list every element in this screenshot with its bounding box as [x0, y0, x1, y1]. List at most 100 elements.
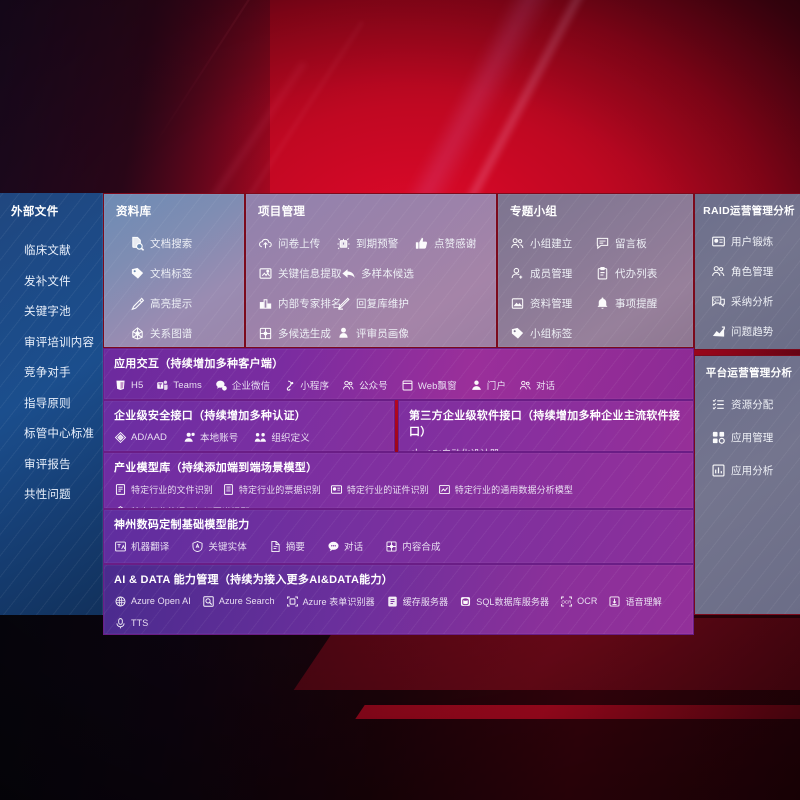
item-group-tag[interactable]: 小组标签	[510, 318, 595, 347]
third-party-items: API自动化设计器	[409, 442, 693, 451]
item-id-card-recognition[interactable]: 特定行业的证件识别	[330, 478, 429, 500]
item-archive-manage[interactable]: 资料管理	[510, 288, 595, 318]
sidebar-item-common-issues[interactable]: 共性问题	[24, 489, 71, 501]
grid-generate-icon	[258, 326, 273, 341]
item-document-tag[interactable]: 文档标签	[116, 258, 244, 288]
item-sql-database-server[interactable]: SQL数据库服务器	[459, 590, 549, 612]
item-invoice-recognition[interactable]: 特定行业的票据识别	[222, 478, 321, 500]
item-label: Azure Search	[218, 596, 275, 606]
item-adoption-analysis[interactable]: QA 采纳分析	[695, 286, 800, 316]
band-title-industry-model-library: 产业模型库（持续添加端到端场景模型）	[114, 462, 318, 474]
sidebar-title: 外部文件	[11, 206, 59, 218]
item-questionnaire-upload[interactable]: 问卷上传	[258, 228, 336, 258]
item-user-training[interactable]: 用户锻炼	[695, 226, 800, 256]
item-application-management[interactable]: 应用管理	[695, 421, 800, 454]
svg-text:OCR: OCR	[562, 599, 572, 604]
item-relation-graph[interactable]: 关系图谱	[116, 318, 244, 347]
item-file-recognition[interactable]: 特定行业的文件识别	[114, 478, 213, 500]
item-group-create[interactable]: 小组建立	[510, 228, 595, 258]
item-label: 留言板	[615, 237, 647, 250]
capability-bands: 应用交互（持续增加多种客户端） H5 Teams 企业微信	[103, 348, 694, 635]
card-title-resource-library: 资料库	[116, 206, 152, 218]
item-label: 本地账号	[199, 433, 239, 444]
item-label: 特定行业的通用数据分析模型	[454, 484, 574, 495]
item-dialog-model[interactable]: 对话	[327, 535, 363, 557]
item-summary[interactable]: 摘要	[269, 535, 305, 557]
item-label: TTS	[131, 618, 149, 628]
item-multi-sample-candidate[interactable]: 多样本候选	[341, 258, 419, 288]
item-document-search[interactable]: 文档搜索	[116, 228, 244, 258]
item-todo-list[interactable]: 代办列表	[595, 258, 680, 288]
bar-ranking-icon	[258, 296, 273, 311]
item-api-designer[interactable]: API自动化设计器	[409, 442, 499, 451]
item-ad-aad[interactable]: AD/AAD	[114, 426, 167, 448]
sidebar-item-keyword-pool[interactable]: 关键字池	[24, 306, 71, 318]
item-reply-library-maintain[interactable]: 回复库维护	[336, 288, 419, 318]
card-platform-analysis: 平台运营管理分析 资源分配 应用管理 应用分析	[694, 355, 800, 615]
summary-icon	[269, 540, 282, 553]
item-machine-translation[interactable]: 机器翻译	[114, 535, 169, 557]
app-grid-icon	[711, 430, 726, 445]
item-issue-trend[interactable]: 问题趋势	[695, 316, 800, 346]
sidebar-item-competitors[interactable]: 竞争对手	[24, 367, 71, 379]
item-organization-definition[interactable]: 组织定义	[254, 426, 310, 448]
item-label: 资料管理	[530, 297, 573, 310]
item-member-manage[interactable]: 成员管理	[510, 258, 595, 288]
item-application-analysis[interactable]: 应用分析	[695, 454, 800, 487]
item-label: Web飘窗	[417, 381, 457, 392]
ai-data-items: Azure Open AI Azure Search Azure 表单识别器	[114, 590, 693, 634]
item-internal-expert-ranking[interactable]: 内部专家排名	[258, 288, 342, 318]
item-dialog[interactable]: 对话	[519, 374, 555, 396]
item-highlight-hint[interactable]: 高亮提示	[116, 288, 244, 318]
item-like-thanks[interactable]: 点赞感谢	[414, 228, 492, 258]
item-speech-understanding[interactable]: 语音理解	[608, 590, 662, 612]
item-official-account[interactable]: 公众号	[342, 374, 388, 396]
sidebar-item-review-report[interactable]: 审评报告	[24, 458, 71, 471]
content-synthesis-icon	[385, 540, 398, 553]
item-event-reminder[interactable]: 事项提醒	[595, 288, 680, 318]
item-key-info-extraction[interactable]: 关键信息提取	[258, 258, 342, 288]
architecture-board: 外部文件 临床文献 发补文件 关键字池 审评培训内容 竞争对手 指导原则 标管中…	[0, 193, 800, 635]
item-ocr[interactable]: OCR OCR	[560, 590, 597, 612]
item-label: 关键信息提取	[278, 267, 342, 280]
item-web-float-window[interactable]: Web飘窗	[401, 374, 457, 396]
item-label: 特定行业的通用知识图谱模型	[131, 505, 249, 509]
item-role-management[interactable]: 角色管理	[695, 256, 800, 286]
sidebar-item-guiding-principles[interactable]: 指导原则	[24, 397, 71, 410]
item-knowledge-graph-model[interactable]: 特定行业的通用知识图谱模型	[114, 500, 249, 509]
item-resource-allocation[interactable]: 资源分配	[695, 388, 800, 421]
trend-chart-icon	[711, 324, 726, 339]
sidebar-item-clinical-literature[interactable]: 临床文献	[24, 245, 71, 257]
item-tts[interactable]: TTS	[114, 612, 148, 634]
item-label: 特定行业的证件识别	[346, 484, 429, 495]
item-message-board[interactable]: 留言板	[595, 228, 680, 258]
sidebar-item-supplement-docs[interactable]: 发补文件	[24, 275, 71, 288]
item-azure-search[interactable]: Azure Search	[202, 590, 275, 612]
azure-search-icon	[202, 595, 215, 608]
item-azure-form-recognizer[interactable]: Azure 表单识别器	[286, 590, 375, 612]
item-wecom[interactable]: 企业微信	[215, 374, 270, 396]
item-cache-server[interactable]: 缓存服务器	[386, 590, 449, 612]
band-title-enterprise-security: 企业级安全接口（持续增加多种认证）	[114, 410, 307, 422]
item-label: 资源分配	[731, 399, 774, 411]
card-title-project-management: 项目管理	[258, 206, 306, 218]
person-portrait-icon	[336, 326, 351, 341]
item-local-account[interactable]: 本地账号	[183, 426, 238, 448]
archive-manage-icon	[510, 296, 525, 311]
item-multi-candidate-generate[interactable]: 多候选生成	[258, 318, 336, 347]
item-teams[interactable]: Teams	[156, 374, 202, 396]
item-azure-open-ai[interactable]: Azure Open AI	[114, 590, 191, 612]
item-expiry-warning[interactable]: 到期预警	[336, 228, 414, 258]
sidebar-item-standards-center[interactable]: 标管中心标准	[24, 428, 95, 440]
item-h5[interactable]: H5	[114, 374, 143, 396]
band-title-application-interaction: 应用交互（持续增加多种客户端）	[114, 358, 284, 370]
item-miniprogram[interactable]: 小程序	[283, 374, 329, 396]
item-label: 企业微信	[231, 381, 271, 392]
item-reviewer-portrait[interactable]: 评审员画像	[336, 318, 414, 347]
item-content-synthesis[interactable]: 内容合成	[385, 535, 441, 557]
item-portal[interactable]: 门户	[470, 374, 506, 396]
sidebar-item-review-training[interactable]: 审评培训内容	[24, 336, 95, 349]
item-label: 代办列表	[615, 267, 658, 280]
item-key-entity[interactable]: 关键实体	[191, 535, 247, 557]
item-data-analysis-model[interactable]: 特定行业的通用数据分析模型	[438, 478, 573, 500]
